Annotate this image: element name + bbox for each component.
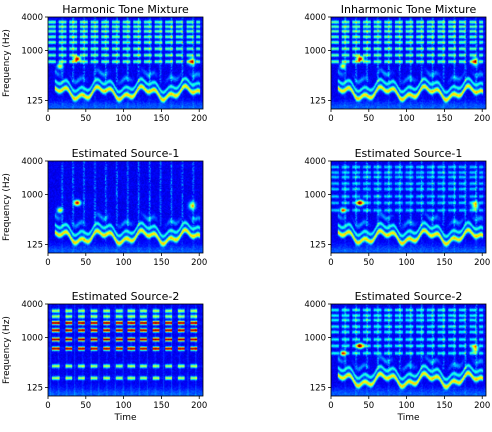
- y-tick-label: 125: [27, 97, 43, 107]
- x-tick-label: 150: [153, 114, 169, 124]
- spectrogram-panel-5: Estimated Source-2 0 50 100 150 200 4000 1000 12…: [2, 290, 207, 423]
- x-tick-label: 0: [45, 401, 50, 411]
- axes-frame: [47, 303, 204, 397]
- x-tick-label: 100: [398, 401, 414, 411]
- x-tick-label: 200: [474, 114, 490, 124]
- x-tick-label: 0: [45, 258, 50, 268]
- spectrogram-image: [331, 17, 486, 109]
- x-tick-label: 100: [398, 114, 414, 124]
- panel-title: Estimated Source-2: [355, 290, 463, 303]
- x-tick-label: 100: [115, 114, 131, 124]
- y-tick-label: 1000: [21, 190, 43, 200]
- spectrogram-panel-4: Estimated Source-1 0 50 100 150 200 4000 1000 12…: [304, 147, 490, 268]
- y-tick-label: 125: [310, 97, 326, 107]
- x-tick-label: 50: [363, 114, 374, 124]
- panel-title: Estimated Source-1: [355, 147, 463, 160]
- spectrogram-image: [48, 161, 203, 253]
- y-tick-label: 4000: [21, 300, 43, 310]
- spectrogram-image: [331, 161, 486, 253]
- panel-title: Estimated Source-2: [72, 290, 180, 303]
- y-axis-label: Frequency (Hz): [2, 316, 12, 384]
- x-tick-label: 200: [191, 401, 207, 411]
- panel-title: Harmonic Tone Mixture: [62, 3, 189, 16]
- x-tick-label: 150: [436, 258, 452, 268]
- x-tick-label: 100: [398, 258, 414, 268]
- y-tick-label: 1000: [304, 333, 326, 343]
- spectrogram-image: [48, 304, 203, 396]
- axes-frame: [47, 16, 204, 110]
- y-tick-label: 4000: [304, 13, 326, 23]
- x-tick-label: 200: [474, 401, 490, 411]
- y-tick-label: 4000: [21, 157, 43, 167]
- panel-title: Estimated Source-1: [72, 147, 180, 160]
- y-tick-label: 125: [310, 241, 326, 251]
- y-axis-label: Frequency (Hz): [2, 29, 12, 97]
- x-tick-label: 150: [436, 114, 452, 124]
- y-tick-label: 1000: [304, 190, 326, 200]
- x-tick-label: 200: [474, 258, 490, 268]
- spectrogram-panel-3: Estimated Source-1 0 50 100 150 200 4000 1000 12…: [2, 147, 207, 268]
- y-tick-label: 4000: [304, 300, 326, 310]
- y-tick-label: 125: [27, 384, 43, 394]
- x-tick-label: 0: [328, 258, 333, 268]
- x-tick-label: 0: [45, 114, 50, 124]
- x-tick-label: 50: [80, 258, 91, 268]
- axes-frame: [330, 16, 487, 110]
- axes-frame: [47, 160, 204, 254]
- y-tick-label: 1000: [21, 46, 43, 56]
- y-tick-label: 125: [310, 384, 326, 394]
- y-axis-label: Frequency (Hz): [2, 173, 12, 241]
- y-tick-label: 1000: [21, 333, 43, 343]
- x-tick-label: 50: [363, 401, 374, 411]
- x-tick-label: 200: [191, 114, 207, 124]
- y-tick-label: 1000: [304, 46, 326, 56]
- x-tick-label: 50: [80, 114, 91, 124]
- x-tick-label: 50: [363, 258, 374, 268]
- spectrogram-panel-2: Inharmonic Tone Mixture 0 50 100 150 200 4000 1…: [304, 3, 490, 124]
- axes-frame: [330, 303, 487, 397]
- y-tick-label: 4000: [304, 157, 326, 167]
- x-tick-label: 150: [153, 401, 169, 411]
- axes-frame: [330, 160, 487, 254]
- x-axis-label: Time: [113, 413, 136, 423]
- panel-title: Inharmonic Tone Mixture: [341, 3, 477, 16]
- x-axis-label: Time: [396, 413, 419, 423]
- spectrogram-image: [331, 304, 486, 396]
- x-tick-label: 150: [153, 258, 169, 268]
- y-tick-label: 4000: [21, 13, 43, 23]
- x-tick-label: 0: [328, 401, 333, 411]
- x-tick-label: 100: [115, 258, 131, 268]
- x-tick-label: 0: [328, 114, 333, 124]
- x-tick-label: 150: [436, 401, 452, 411]
- spectrogram-image: [48, 17, 203, 109]
- x-tick-label: 50: [80, 401, 91, 411]
- x-tick-label: 200: [191, 258, 207, 268]
- spectrogram-panel-1: Harmonic Tone Mixture 0 50 100 150 200 4000 100…: [2, 3, 207, 124]
- x-tick-label: 100: [115, 401, 131, 411]
- spectrogram-panel-6: Estimated Source-2 0 50 100 150 200 4000 1000 12…: [304, 290, 490, 423]
- y-tick-label: 125: [27, 241, 43, 251]
